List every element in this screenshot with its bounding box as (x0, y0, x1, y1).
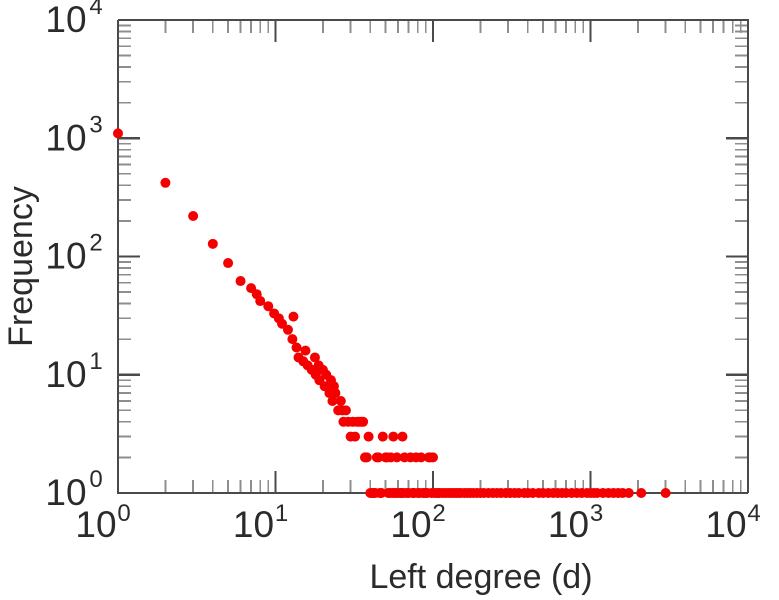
x-tick-exponent: 3 (590, 500, 603, 527)
data-point (376, 488, 387, 498)
data-point (188, 211, 199, 222)
axis-frame (116, 18, 750, 495)
x-tick-mantissa: 10 (390, 504, 431, 545)
axis-tick-labels: 10 0 10 1 10 2 10 3 10 410 010 110 210 310 4 (45, 0, 760, 545)
y-tick-mantissa: 10 (45, 472, 86, 513)
y-tick-exponent: 2 (89, 230, 102, 257)
x-tick-exponent: 0 (117, 500, 130, 527)
x-axis-title: Left degree (d) (369, 558, 592, 596)
x-tick-label: 10 3 (548, 500, 603, 545)
y-tick-exponent: 1 (89, 348, 102, 375)
axis-frame-left-bottom (116, 20, 748, 495)
data-point (363, 431, 374, 442)
y-tick-label: 10 1 (45, 348, 102, 395)
data-point (282, 324, 293, 335)
data-point (361, 452, 372, 463)
y-tick-exponent: 3 (89, 111, 102, 138)
data-point (255, 296, 266, 307)
data-point (335, 395, 346, 406)
x-tick-exponent: 2 (432, 500, 445, 527)
y-tick-mantissa: 10 (45, 354, 86, 395)
y-tick-mantissa: 10 (45, 117, 86, 158)
data-point (330, 388, 341, 399)
y-tick-mantissa: 10 (45, 0, 86, 40)
y-tick-label: 10 0 (45, 466, 102, 513)
x-tick-label: 10 2 (390, 500, 445, 545)
x-tick-exponent: 1 (275, 500, 288, 527)
y-tick-exponent: 4 (89, 0, 102, 20)
data-point (636, 488, 647, 498)
data-point (416, 452, 427, 463)
data-point (235, 276, 246, 287)
data-point (263, 301, 274, 312)
y-tick-mantissa: 10 (45, 236, 86, 277)
data-point (358, 416, 369, 427)
y-axis-title: Frequency (2, 186, 40, 347)
axis-titles: Left degree (d) Frequency (2, 186, 593, 596)
data-point (309, 352, 320, 363)
data-point (660, 488, 671, 498)
data-point (207, 238, 218, 249)
x-tick-mantissa: 10 (548, 504, 589, 545)
x-tick-label: 10 1 (233, 500, 288, 545)
data-point (428, 452, 438, 463)
axis-frame-top-right (118, 18, 750, 493)
x-tick-label: 10 0 (75, 500, 130, 545)
data-point (373, 452, 384, 463)
data-points (113, 128, 671, 498)
x-tick-mantissa: 10 (75, 504, 116, 545)
x-tick-mantissa: 10 (705, 504, 746, 545)
data-point (223, 258, 234, 269)
y-tick-label: 10 2 (45, 230, 102, 277)
data-point (623, 488, 634, 498)
y-tick-label: 10 4 (45, 0, 102, 40)
x-tick-mantissa: 10 (233, 504, 274, 545)
data-point (291, 342, 302, 353)
data-point (388, 431, 399, 442)
data-point (113, 128, 123, 139)
data-point (350, 431, 361, 442)
data-point (288, 311, 299, 322)
data-point (327, 395, 338, 406)
data-point (397, 431, 408, 442)
data-point (340, 405, 351, 416)
y-tick-label: 10 3 (45, 111, 102, 158)
y-tick-exponent: 0 (89, 466, 102, 493)
data-point (160, 177, 171, 188)
axis-ticks (116, 18, 750, 495)
x-tick-label: 10 4 (705, 500, 760, 545)
data-point (377, 431, 388, 442)
data-point (391, 452, 402, 463)
x-tick-exponent: 4 (747, 500, 760, 527)
data-point (300, 345, 311, 356)
data-point (287, 334, 298, 345)
